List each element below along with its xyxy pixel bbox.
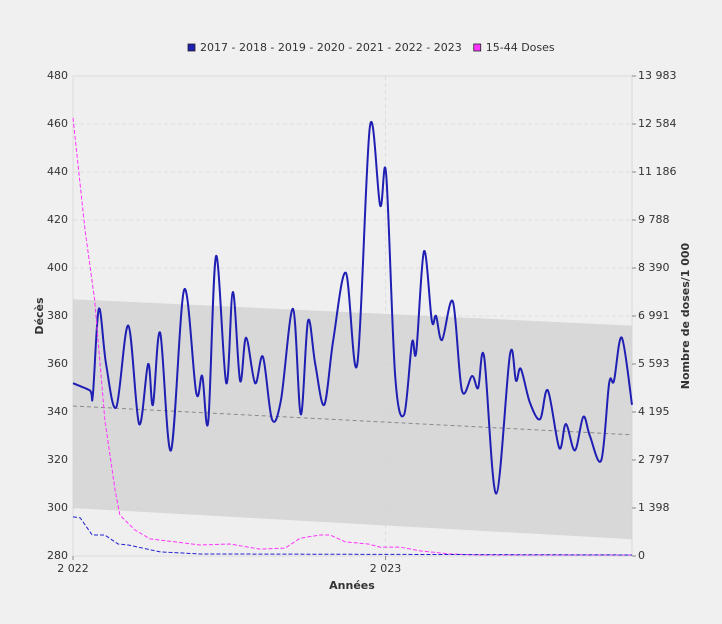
series-line bbox=[72, 117, 632, 556]
x-axis-title: Années bbox=[329, 579, 375, 592]
y2-tick-label: 5 593 bbox=[638, 357, 670, 370]
y2-tick-label: 0 bbox=[638, 549, 645, 562]
y-tick-label: 320 bbox=[47, 453, 68, 466]
legend-swatch bbox=[187, 43, 196, 52]
y2-tick-label: 12 584 bbox=[638, 117, 677, 130]
series-line bbox=[72, 516, 633, 556]
y2-tick-label: 4 195 bbox=[638, 405, 670, 418]
y-tick-label: 360 bbox=[47, 357, 68, 370]
legend-swatch bbox=[473, 43, 482, 52]
x-tick-label: 2 023 bbox=[370, 562, 402, 575]
x-tick-label: 2 022 bbox=[57, 562, 89, 575]
legend-label: 15-44 Doses bbox=[486, 41, 555, 54]
y-tick-label: 340 bbox=[47, 405, 68, 418]
series-line bbox=[72, 121, 633, 495]
legend-label: 2017 - 2018 - 2019 - 2020 - 2021 - 2022 … bbox=[200, 41, 462, 54]
y-tick-label: 400 bbox=[47, 261, 68, 274]
y2-tick-label: 8 390 bbox=[638, 261, 670, 274]
y2-tick-label: 13 983 bbox=[638, 69, 677, 82]
confidence-band bbox=[73, 299, 632, 540]
y-tick-label: 440 bbox=[47, 165, 68, 178]
y-tick-label: 420 bbox=[47, 213, 68, 226]
y2-tick-label: 1 398 bbox=[638, 501, 670, 514]
y2-tick-label: 11 186 bbox=[638, 165, 677, 178]
y-tick-label: 280 bbox=[47, 549, 68, 562]
y-tick-label: 300 bbox=[47, 501, 68, 514]
y2-tick-label: 6 991 bbox=[638, 309, 670, 322]
y2-tick-label: 2 797 bbox=[638, 453, 670, 466]
y2-tick-label: 9 788 bbox=[638, 213, 670, 226]
y-tick-label: 380 bbox=[47, 309, 68, 322]
y-tick-label: 460 bbox=[47, 117, 68, 130]
y-axis-title: Décès bbox=[33, 297, 46, 335]
y2-axis-title: Nombre de doses/1 000 bbox=[679, 242, 692, 389]
y-tick-label: 480 bbox=[47, 69, 68, 82]
